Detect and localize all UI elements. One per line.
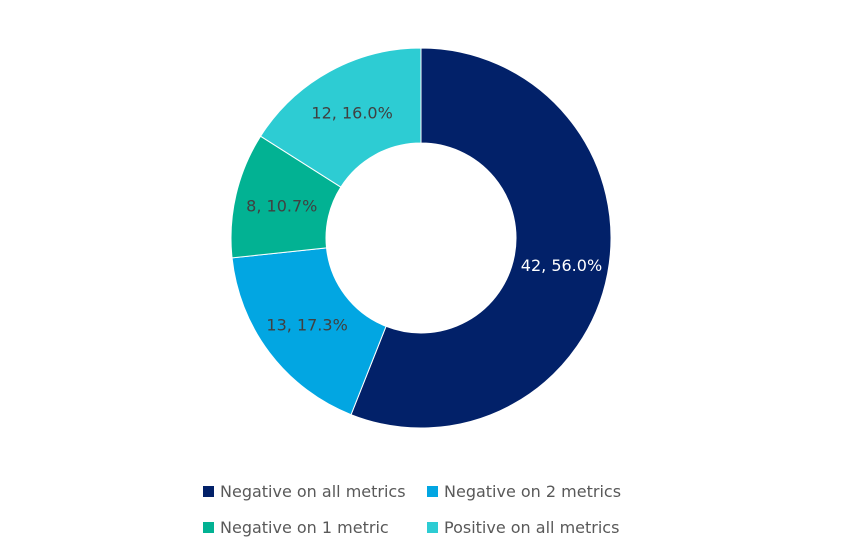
legend-swatch bbox=[203, 486, 214, 497]
legend-label: Negative on 2 metrics bbox=[444, 482, 622, 501]
legend-swatch bbox=[203, 522, 214, 533]
data-label-1: 13, 17.3% bbox=[266, 315, 347, 334]
legend-label: Positive on all metrics bbox=[444, 518, 620, 537]
donut-slice-0 bbox=[350, 47, 612, 429]
data-label-0: 42, 56.0% bbox=[521, 256, 602, 275]
legend-label: Negative on 1 metric bbox=[220, 518, 389, 537]
data-label-2: 8, 10.7% bbox=[246, 196, 317, 215]
legend-item-negative-1: Negative on 1 metric bbox=[203, 518, 389, 537]
legend-item-negative-all: Negative on all metrics bbox=[203, 482, 406, 501]
legend-item-negative-2: Negative on 2 metrics bbox=[427, 482, 621, 501]
legend-label: Negative on all metrics bbox=[220, 482, 406, 501]
donut-slice-3 bbox=[259, 47, 422, 188]
legend-swatch bbox=[427, 522, 438, 533]
legend-swatch bbox=[427, 486, 438, 497]
legend-item-positive-all: Positive on all metrics bbox=[427, 518, 619, 537]
data-label-3: 12, 16.0% bbox=[311, 104, 392, 123]
donut-slice-1 bbox=[231, 247, 387, 416]
